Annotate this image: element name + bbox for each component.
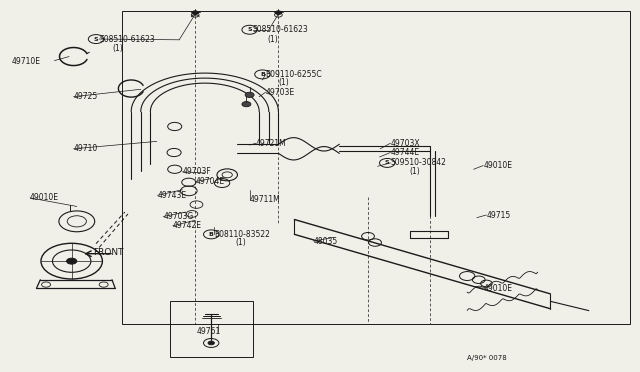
- Text: 49703G: 49703G: [163, 212, 193, 221]
- Text: 48035: 48035: [314, 237, 338, 246]
- Text: (1): (1): [278, 78, 289, 87]
- Text: (1): (1): [268, 35, 278, 44]
- Circle shape: [275, 11, 282, 15]
- Text: 49761: 49761: [196, 327, 221, 336]
- Circle shape: [245, 92, 254, 97]
- Text: S09510-30842: S09510-30842: [390, 158, 446, 167]
- Text: 49010E: 49010E: [483, 284, 512, 293]
- Text: B08110-83522: B08110-83522: [214, 230, 270, 239]
- Text: S: S: [247, 27, 252, 32]
- Circle shape: [208, 341, 214, 345]
- Text: 49711M: 49711M: [250, 195, 280, 204]
- Text: 49010E: 49010E: [30, 193, 59, 202]
- Text: 49704E: 49704E: [195, 177, 225, 186]
- Text: 49703F: 49703F: [182, 167, 211, 176]
- Bar: [170, 301, 253, 357]
- Text: (1): (1): [112, 44, 123, 53]
- Text: 49744E: 49744E: [390, 148, 420, 157]
- Text: S08510-61623: S08510-61623: [99, 35, 155, 44]
- Text: 49010E: 49010E: [483, 161, 512, 170]
- Circle shape: [67, 258, 77, 264]
- Bar: [122, 11, 630, 324]
- Text: 49703E: 49703E: [266, 88, 295, 97]
- Text: B09110-6255C: B09110-6255C: [266, 70, 322, 79]
- Circle shape: [192, 11, 198, 15]
- Text: 49743E: 49743E: [157, 191, 187, 200]
- Text: S08510-61623: S08510-61623: [253, 25, 308, 34]
- Text: B: B: [209, 232, 214, 237]
- Text: FRONT: FRONT: [93, 248, 124, 257]
- Circle shape: [242, 102, 251, 107]
- Text: (1): (1): [410, 167, 420, 176]
- Text: S: S: [385, 160, 390, 166]
- Text: 49725: 49725: [74, 92, 98, 101]
- Text: 49742E: 49742E: [173, 221, 202, 230]
- Text: 49710: 49710: [74, 144, 98, 153]
- Text: S: S: [93, 36, 99, 42]
- Text: 49715: 49715: [486, 211, 511, 219]
- Text: (1): (1): [236, 238, 246, 247]
- Text: 49703X: 49703X: [390, 139, 420, 148]
- Text: A/90* 0078: A/90* 0078: [467, 355, 507, 361]
- Text: 49710E: 49710E: [12, 57, 40, 66]
- Text: B: B: [260, 72, 265, 77]
- Text: 49721M: 49721M: [256, 139, 287, 148]
